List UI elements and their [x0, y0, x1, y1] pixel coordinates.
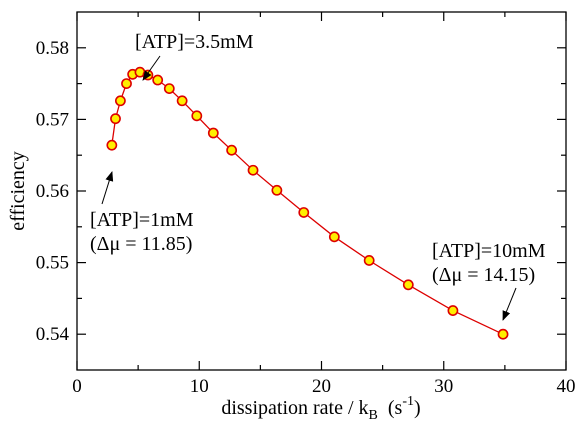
data-point — [363, 255, 375, 266]
data-point — [447, 305, 459, 316]
data-point — [207, 127, 219, 139]
data-point — [110, 113, 121, 125]
y-tick-label: 0.54 — [36, 324, 70, 345]
y-tick-label: 0.56 — [36, 181, 69, 202]
annotation-atp-10-text: [ATP]=10mM — [432, 240, 546, 262]
annotation-atp-3-5-arrow — [142, 55, 161, 81]
y-axis-title: efficiency — [7, 151, 29, 231]
annotation-atp-1-subtext: (Δμ = 11.85) — [90, 233, 192, 255]
data-point — [152, 74, 164, 86]
data-point — [121, 78, 132, 89]
annotation-atp-1-arrow — [101, 171, 114, 205]
x-tick-label: 30 — [434, 376, 453, 397]
annotation-atp-1: [ATP]=1mM (Δμ = 11.85) — [90, 171, 194, 255]
x-axis-title: dissipation rate / kB (s-1) — [221, 394, 420, 423]
series-line — [111, 71, 504, 335]
x-axis-title-main: dissipation rate / k — [221, 397, 368, 419]
data-point — [114, 95, 126, 107]
x-axis-title-unit: (s — [388, 397, 403, 419]
x-axis-title-subscript: B — [369, 408, 378, 423]
plot-frame — [76, 11, 567, 371]
annotation-atp-3-5: [ATP]=3.5mM — [135, 31, 254, 81]
x-axis-title-close: ) — [414, 397, 421, 419]
data-point — [163, 83, 175, 95]
data-point — [106, 139, 118, 151]
y-tick-label: 0.57 — [36, 109, 69, 130]
data-point — [328, 231, 340, 243]
data-point — [191, 110, 203, 122]
data-point — [271, 184, 283, 196]
annotation-atp-10-subtext: (Δμ = 14.15) — [432, 264, 535, 286]
x-axis: 0 10 20 30 40 — [72, 12, 576, 397]
annotation-atp-10-arrow — [502, 287, 517, 321]
x-tick-label: 20 — [312, 376, 331, 397]
y-tick-label: 0.58 — [36, 38, 69, 59]
annotation-atp-3-5-text: [ATP]=3.5mM — [135, 31, 254, 53]
data-point — [402, 279, 414, 291]
data-point — [298, 207, 310, 218]
y-tick-label: 0.55 — [36, 253, 69, 274]
data-point — [247, 164, 259, 176]
data-point — [497, 328, 509, 340]
x-tick-label: 0 — [72, 376, 82, 397]
data-point — [226, 144, 238, 156]
annotation-atp-1-text: [ATP]=1mM — [90, 209, 194, 231]
annotation-atp-10: [ATP]=10mM (Δμ = 14.15) — [432, 240, 546, 321]
y-axis: 0.54 0.55 0.56 0.57 0.58 — [36, 38, 566, 345]
series-markers — [106, 66, 509, 340]
x-tick-label: 40 — [557, 376, 576, 397]
x-tick-label: 10 — [190, 376, 209, 397]
x-axis-title-exponent: -1 — [402, 394, 414, 409]
data-point — [176, 95, 188, 107]
